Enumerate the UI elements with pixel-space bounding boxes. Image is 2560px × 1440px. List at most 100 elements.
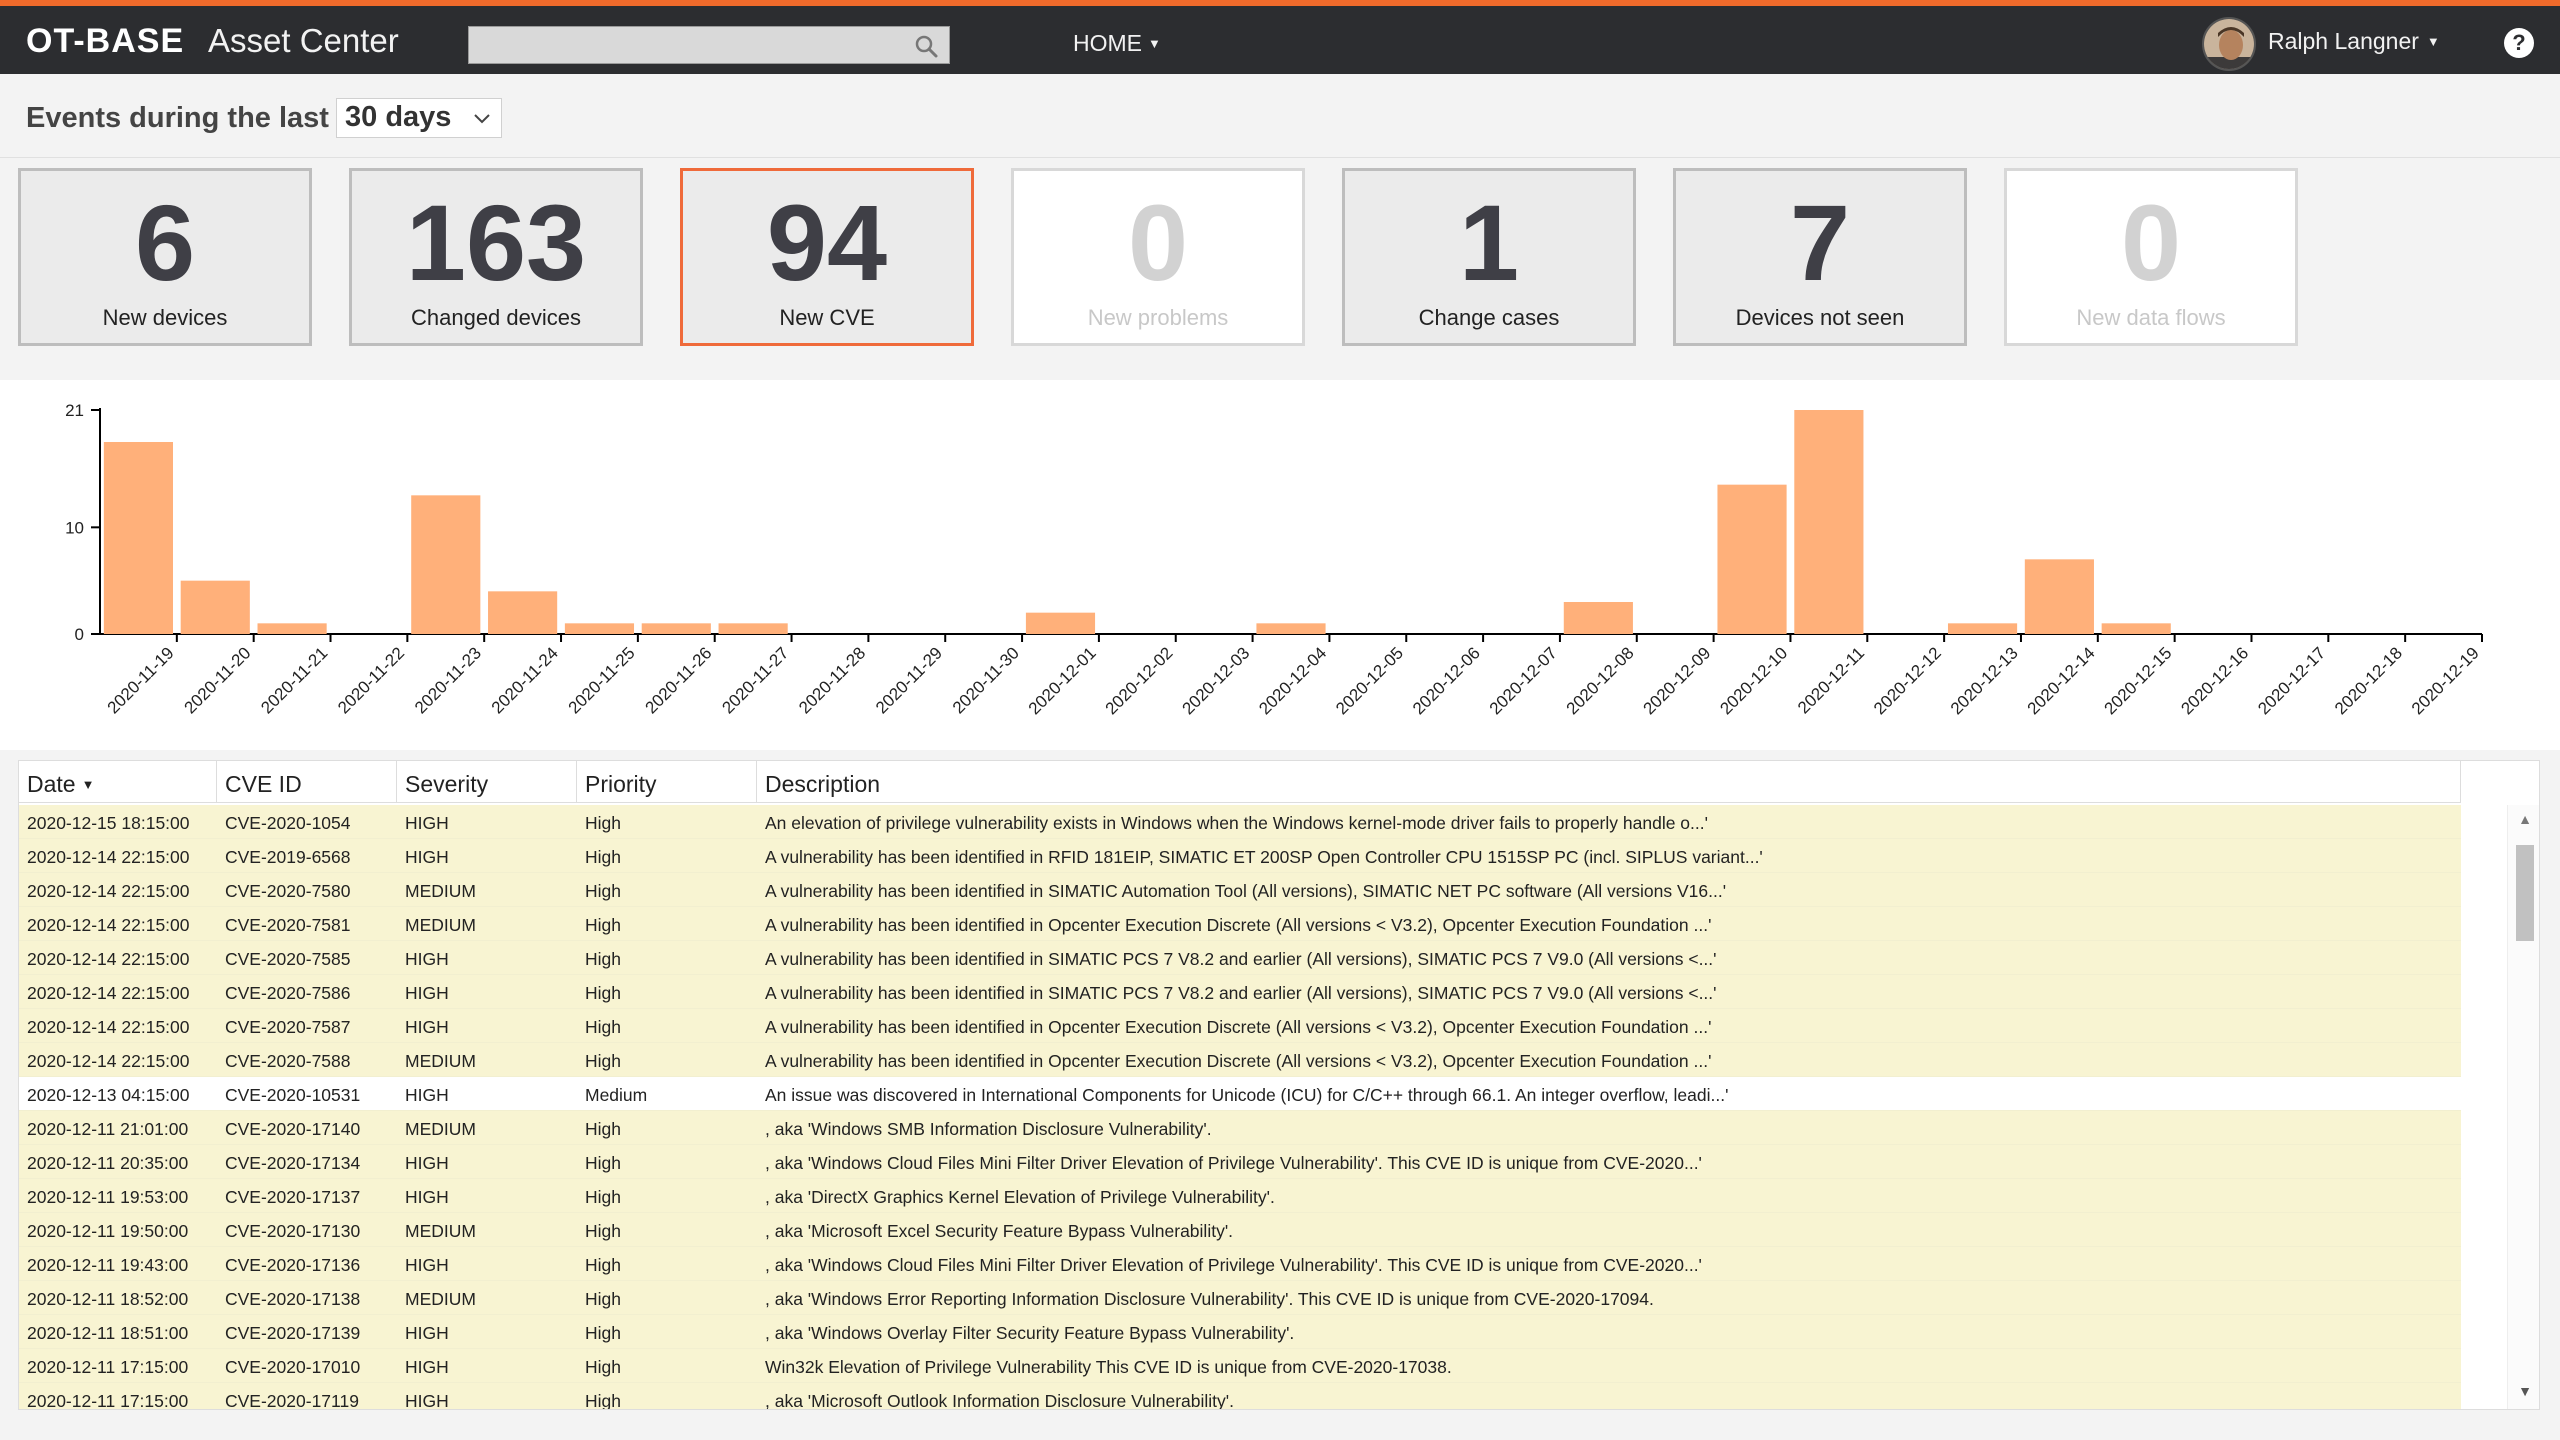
table-row[interactable]: 2020-12-14 22:15:00 CVE-2019-6568 HIGH High…	[19, 839, 2461, 873]
cell-date: 2020-12-11 17:15:00	[27, 1391, 189, 1410]
table-row[interactable]: 2020-12-14 22:15:00 CVE-2020-7588 MEDIUM Hi…	[19, 1043, 2461, 1077]
summary-tile[interactable]: 163 Changed devices	[349, 168, 643, 346]
x-tick-label: 2020-11-19	[104, 643, 178, 717]
help-icon[interactable]: ?	[2504, 28, 2534, 58]
column-header-severity[interactable]: Severity	[397, 761, 577, 803]
cell-description: A vulnerability has been identified in S…	[765, 881, 1727, 901]
tile-count: 94	[766, 182, 888, 303]
scroll-down-icon[interactable]: ▼	[2518, 1383, 2532, 1399]
summary-tile[interactable]: 0 New data flows	[2004, 168, 2298, 346]
table-row[interactable]: 2020-12-11 19:50:00 CVE-2020-17130 MEDIUM H…	[19, 1213, 2461, 1247]
cell-cve-id: CVE-2020-17137	[225, 1187, 361, 1207]
cell-cve-id: CVE-2020-7581	[225, 915, 351, 935]
table-row[interactable]: 2020-12-14 22:15:00 CVE-2020-7585 HIGH High…	[19, 941, 2461, 975]
nav-home-label: HOME	[1073, 30, 1142, 56]
tile-label: Change cases	[1418, 305, 1560, 330]
cell-date: 2020-12-14 22:15:00	[27, 1017, 190, 1037]
cell-date: 2020-12-11 18:51:00	[27, 1323, 189, 1343]
cell-date: 2020-12-13 04:15:00	[27, 1085, 190, 1105]
cell-date: 2020-12-11 18:52:00	[27, 1289, 189, 1309]
table-row[interactable]: 2020-12-14 22:15:00 CVE-2020-7586 HIGH High…	[19, 975, 2461, 1009]
scroll-up-icon[interactable]: ▲	[2518, 811, 2532, 827]
cell-severity: MEDIUM	[405, 1119, 476, 1139]
events-filter-bar: Events during the last 30 days	[0, 74, 2560, 158]
table-row[interactable]: 2020-12-11 19:53:00 CVE-2020-17137 HIGH Hig…	[19, 1179, 2461, 1213]
table-row[interactable]: 2020-12-14 22:15:00 CVE-2020-7581 MEDIUM Hi…	[19, 907, 2461, 941]
summary-tile[interactable]: 94 New CVE	[680, 168, 974, 346]
table-row[interactable]: 2020-12-14 22:15:00 CVE-2020-7587 HIGH High…	[19, 1009, 2461, 1043]
table-row[interactable]: 2020-12-11 18:51:00 CVE-2020-17139 HIGH Hig…	[19, 1315, 2461, 1349]
tile-label: New data flows	[2076, 305, 2226, 330]
cell-description: A vulnerability has been identified in R…	[765, 847, 1763, 867]
cve-table: Date ▼ CVE ID Severity Priority Descripti…	[18, 760, 2540, 1410]
chart-bar	[1563, 602, 1633, 634]
x-tick-label: 2020-12-14	[2024, 643, 2099, 718]
period-select[interactable]: 30 days	[336, 98, 502, 138]
user-menu[interactable]: Ralph Langner ▼	[2268, 28, 2440, 55]
tile-count: 1	[1458, 182, 1520, 303]
cell-severity: MEDIUM	[405, 1289, 476, 1309]
x-tick-label: 2020-12-17	[2254, 643, 2329, 718]
chart-bar	[718, 623, 788, 634]
nav-home-menu[interactable]: HOME ▼	[1073, 30, 1161, 57]
table-row[interactable]: 2020-12-11 20:35:00 CVE-2020-17134 HIGH Hig…	[19, 1145, 2461, 1179]
column-header-priority[interactable]: Priority	[577, 761, 757, 803]
cell-description: A vulnerability has been identified in S…	[765, 949, 1717, 969]
table-row[interactable]: 2020-12-11 18:52:00 CVE-2020-17138 MEDIUM H…	[19, 1281, 2461, 1315]
tile-count: 7	[1789, 182, 1851, 303]
cell-severity: HIGH	[405, 813, 449, 833]
chart-bar	[180, 580, 250, 634]
cell-priority: High	[585, 1255, 621, 1275]
events-chart: 0 10 21 2020-11-19 2020-11-20 2020-11-21 2020-…	[0, 380, 2560, 750]
column-header-date[interactable]: Date ▼	[19, 761, 217, 803]
tile-label: New problems	[1087, 305, 1229, 330]
cell-date: 2020-12-14 22:15:00	[27, 881, 190, 901]
cell-priority: High	[585, 813, 621, 833]
user-avatar[interactable]	[2202, 17, 2256, 71]
cell-priority: Medium	[585, 1085, 648, 1105]
table-row[interactable]: 2020-12-15 18:15:00 CVE-2020-1054 HIGH High…	[19, 805, 2461, 839]
cell-description: , aka 'Windows Overlay Filter Security F…	[765, 1323, 1295, 1343]
chart-bar	[2101, 623, 2171, 634]
table-row[interactable]: 2020-12-14 22:15:00 CVE-2020-7580 MEDIUM Hi…	[19, 873, 2461, 907]
cell-priority: High	[585, 1051, 621, 1071]
cell-cve-id: CVE-2020-7586	[225, 983, 351, 1003]
cell-severity: HIGH	[405, 1153, 449, 1173]
column-header-label: Priority	[585, 771, 657, 797]
summary-tile[interactable]: 6 New devices	[18, 168, 312, 346]
search-input[interactable]	[469, 27, 949, 63]
table-row[interactable]: 2020-12-11 21:01:00 CVE-2020-17140 MEDIUM H…	[19, 1111, 2461, 1145]
x-tick-label: 2020-12-10	[1716, 643, 1791, 718]
cell-cve-id: CVE-2020-1054	[225, 813, 351, 833]
cell-description: , aka 'Windows SMB Information Disclosur…	[765, 1119, 1212, 1139]
brand-logo[interactable]: OT-BASE	[26, 22, 185, 60]
tile-label: Devices not seen	[1735, 305, 1905, 330]
chart-bar	[2024, 559, 2094, 634]
table-row[interactable]: 2020-12-11 17:15:00 CVE-2020-17119 HIGH Hig…	[19, 1383, 2461, 1410]
cell-severity: HIGH	[405, 983, 449, 1003]
cell-severity: MEDIUM	[405, 1051, 476, 1071]
search-icon[interactable]	[913, 33, 939, 59]
summary-tile[interactable]: 1 Change cases	[1342, 168, 1636, 346]
summary-tile[interactable]: 7 Devices not seen	[1673, 168, 1967, 346]
cell-severity: MEDIUM	[405, 915, 476, 935]
cell-priority: High	[585, 881, 621, 901]
column-header-cve-id[interactable]: CVE ID	[217, 761, 397, 803]
summary-tile[interactable]: 0 New problems	[1011, 168, 1305, 346]
y-tick-label: 21	[65, 401, 84, 420]
chart-bar	[641, 623, 711, 634]
cell-priority: High	[585, 1221, 621, 1241]
vertical-scrollbar[interactable]: ▲ ▼	[2507, 805, 2539, 1409]
chart-bar	[257, 623, 327, 634]
cell-cve-id: CVE-2020-17119	[225, 1391, 359, 1410]
table-row[interactable]: 2020-12-11 19:43:00 CVE-2020-17136 HIGH Hig…	[19, 1247, 2461, 1281]
search-box[interactable]	[468, 26, 950, 64]
column-header-description[interactable]: Description	[757, 761, 2461, 803]
cell-description: , aka 'Windows Error Reporting Informati…	[765, 1289, 1654, 1309]
scrollbar-thumb[interactable]	[2516, 845, 2534, 941]
cell-description: Win32k Elevation of Privilege Vulnerabil…	[765, 1357, 1452, 1377]
table-row[interactable]: 2020-12-13 04:15:00 CVE-2020-10531 HIGH Med…	[19, 1077, 2461, 1111]
avatar-image	[2204, 19, 2254, 69]
table-row[interactable]: 2020-12-11 17:15:00 CVE-2020-17010 HIGH Hig…	[19, 1349, 2461, 1383]
cell-priority: High	[585, 1323, 621, 1343]
